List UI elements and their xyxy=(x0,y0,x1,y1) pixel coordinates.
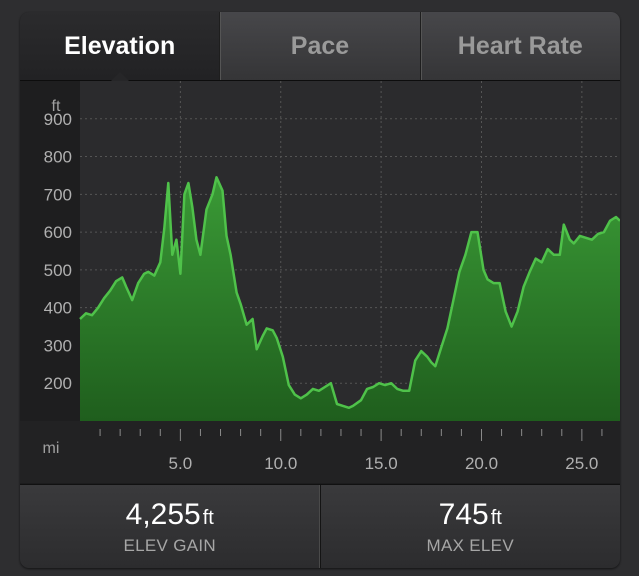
tab-pace[interactable]: Pace xyxy=(220,12,421,80)
x-tick-label: 5.0 xyxy=(169,454,193,473)
elev-gain-value: 4,255 ft xyxy=(125,497,214,531)
elevation-chart: ft mi 200 300 400 500 600 700 800 900 5.0 10.0 15.… xyxy=(20,81,620,483)
stat-max-elev: 745 ft MAX ELEV xyxy=(321,485,621,568)
stat-elev-gain: 4,255 ft ELEV GAIN xyxy=(20,485,321,568)
x-tick-label: 10.0 xyxy=(264,454,297,473)
elevation-panel: Elevation Pace Heart Rate ft mi 200 300 40… xyxy=(20,12,620,568)
tab-bar: Elevation Pace Heart Rate xyxy=(20,12,620,81)
y-tick-label: 500 xyxy=(44,261,72,280)
y-tick-label: 300 xyxy=(44,336,72,355)
stats-bar: 4,255 ft ELEV GAIN 745 ft MAX ELEV xyxy=(20,484,620,568)
y-tick-label: 700 xyxy=(44,185,72,204)
max-elev-value: 745 ft xyxy=(438,497,502,531)
elev-gain-label: ELEV GAIN xyxy=(123,535,216,555)
x-axis-strip xyxy=(20,421,620,483)
x-tick-label: 15.0 xyxy=(365,454,398,473)
y-tick-label: 900 xyxy=(44,110,72,129)
x-tick-label: 20.0 xyxy=(465,454,498,473)
tab-elevation[interactable]: Elevation xyxy=(20,12,221,81)
max-elev-label: MAX ELEV xyxy=(426,535,514,555)
elevation-area xyxy=(80,177,620,421)
x-unit-label: mi xyxy=(43,440,60,457)
y-tick-label: 400 xyxy=(44,299,72,318)
y-tick-label: 800 xyxy=(44,148,72,167)
x-tick-label: 25.0 xyxy=(565,454,598,473)
y-tick-label: 200 xyxy=(44,374,72,393)
y-unit-label: ft xyxy=(52,98,61,115)
elevation-line xyxy=(79,176,620,410)
elevation-chart-svg: ft mi 200 300 400 500 600 700 800 900 5.0 10.0 15.… xyxy=(20,81,620,483)
y-axis-strip xyxy=(20,81,80,483)
tab-heart-rate[interactable]: Heart Rate xyxy=(420,12,620,80)
y-tick-label: 600 xyxy=(44,223,72,242)
